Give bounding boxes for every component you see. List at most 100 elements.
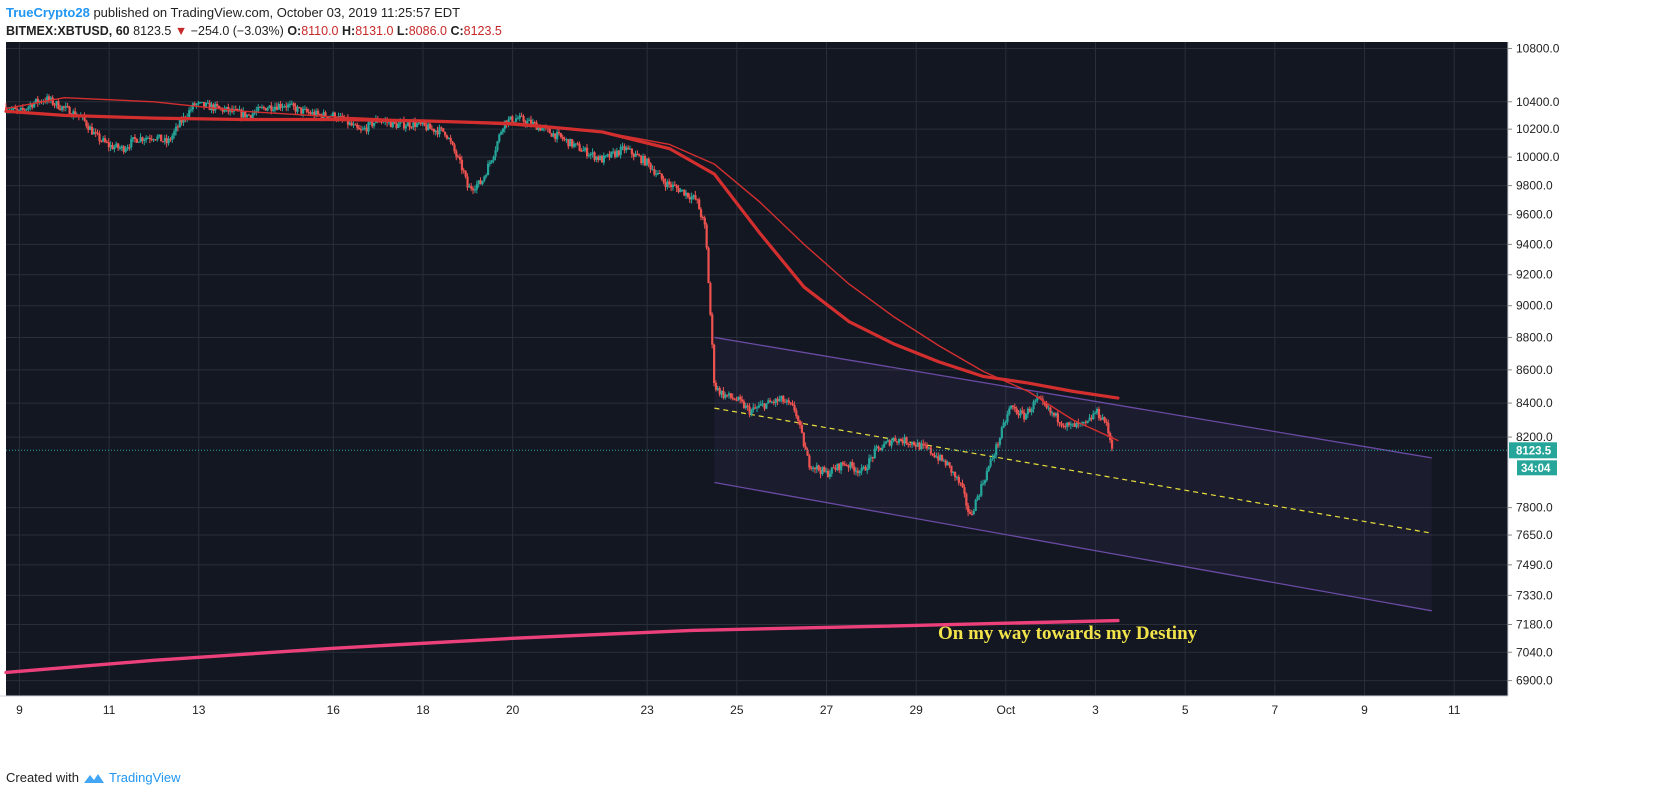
candle-body bbox=[606, 154, 609, 156]
candle-body bbox=[899, 439, 903, 441]
candle-body bbox=[950, 465, 953, 473]
candle-body bbox=[791, 403, 794, 405]
candle-body bbox=[262, 107, 266, 109]
candle-body bbox=[72, 111, 75, 117]
candle-body bbox=[490, 160, 493, 163]
candle-body bbox=[96, 132, 99, 134]
candle-body bbox=[145, 137, 148, 140]
candle-body bbox=[350, 122, 353, 126]
tradingview-link[interactable]: TradingView bbox=[108, 770, 181, 785]
candle-body bbox=[574, 143, 577, 145]
candle-body bbox=[417, 121, 421, 124]
time-axis[interactable]: 9 11 13 16 18 20 23 25 27 29 Oct 3 5 7 9 11 bbox=[0, 695, 1508, 762]
candle-body bbox=[429, 123, 432, 129]
candle-body bbox=[957, 476, 960, 483]
candle-body bbox=[369, 121, 372, 123]
candle-body bbox=[264, 107, 267, 111]
candle-body bbox=[23, 109, 26, 111]
candle-body bbox=[604, 155, 607, 157]
candle-body bbox=[296, 106, 299, 112]
high-value: 8131.0 bbox=[355, 24, 394, 38]
candle-body bbox=[513, 121, 516, 123]
candle-body bbox=[92, 132, 96, 135]
time-tick-label: 11 bbox=[1448, 703, 1461, 717]
candle-body bbox=[223, 108, 226, 112]
price-axis[interactable]: 10800.0 10400.0 10200.0 10000.0 9800.0 9600.0… bbox=[1507, 42, 1653, 762]
candle-body bbox=[737, 396, 740, 401]
candle-body bbox=[1058, 422, 1061, 424]
candle-body bbox=[240, 109, 243, 118]
candle-body bbox=[53, 104, 56, 106]
candle-body bbox=[840, 462, 843, 471]
candle-body bbox=[1092, 413, 1095, 420]
candle-body bbox=[135, 138, 138, 143]
candle-body bbox=[675, 185, 678, 188]
ma-thin-line bbox=[5, 96, 1119, 442]
candle-body bbox=[1099, 418, 1102, 420]
candle-body bbox=[918, 442, 921, 450]
candle-body bbox=[402, 120, 406, 129]
candle-body bbox=[1053, 412, 1056, 416]
author-link[interactable]: TrueCrypto28 bbox=[6, 5, 90, 20]
candle-body bbox=[634, 153, 637, 157]
candle-body bbox=[178, 119, 181, 128]
candle-body bbox=[937, 456, 940, 461]
candle-body bbox=[290, 103, 294, 105]
candle-body bbox=[488, 162, 492, 164]
candle-body bbox=[991, 458, 994, 460]
candle-body bbox=[104, 138, 107, 142]
candle-body bbox=[1034, 400, 1037, 402]
candle-body bbox=[679, 189, 682, 193]
candle-body bbox=[217, 105, 221, 108]
candle-body bbox=[1013, 406, 1017, 409]
candle-body bbox=[363, 127, 366, 129]
candle-body bbox=[251, 113, 254, 119]
candle-body bbox=[160, 134, 163, 142]
price-tick-label: 9600.0 bbox=[1516, 208, 1553, 222]
candle-body bbox=[759, 404, 762, 406]
candle-body bbox=[662, 178, 665, 183]
candle-body bbox=[599, 155, 602, 161]
time-tick-label: 20 bbox=[506, 703, 520, 717]
candle-body bbox=[371, 121, 374, 127]
candle-body bbox=[608, 154, 611, 158]
candle-body bbox=[968, 511, 972, 514]
time-tick-label: 11 bbox=[103, 703, 116, 717]
candle-body bbox=[959, 482, 962, 484]
candle-body bbox=[703, 217, 706, 225]
candle-body bbox=[795, 410, 798, 417]
price-tick-label: 8200.0 bbox=[1516, 430, 1553, 444]
candle-body bbox=[576, 143, 579, 145]
candle-body bbox=[982, 483, 985, 485]
candle-body bbox=[537, 126, 540, 130]
candle-body bbox=[313, 111, 316, 117]
candle-body bbox=[858, 471, 861, 474]
candle-body bbox=[989, 459, 992, 467]
candle-body bbox=[305, 108, 308, 112]
candle-body bbox=[1038, 396, 1041, 399]
candle-body bbox=[877, 446, 880, 448]
candle-body bbox=[292, 103, 295, 107]
candle-body bbox=[458, 156, 462, 160]
candle-body bbox=[954, 471, 957, 478]
candle-body bbox=[826, 470, 830, 477]
candle-body bbox=[298, 106, 301, 108]
candle-body bbox=[582, 149, 585, 152]
candle-body bbox=[259, 106, 262, 108]
candle-body bbox=[578, 144, 581, 151]
candle-body bbox=[171, 135, 174, 140]
candle-body bbox=[1082, 421, 1086, 423]
countdown-label: 34:04 bbox=[1521, 463, 1551, 475]
candle-body bbox=[208, 102, 211, 111]
candle-body bbox=[916, 442, 919, 447]
candle-body bbox=[591, 152, 594, 154]
candle-body bbox=[492, 156, 495, 161]
candle-body bbox=[841, 462, 845, 465]
candle-body bbox=[1008, 408, 1011, 415]
price-chart[interactable]: 10800.0 10400.0 10200.0 10000.0 9800.0 9600.0… bbox=[0, 42, 1653, 762]
candle-body bbox=[851, 462, 854, 467]
candle-body bbox=[447, 137, 450, 139]
candle-body bbox=[98, 133, 101, 141]
candle-body bbox=[931, 453, 934, 456]
candle-body bbox=[391, 121, 394, 128]
